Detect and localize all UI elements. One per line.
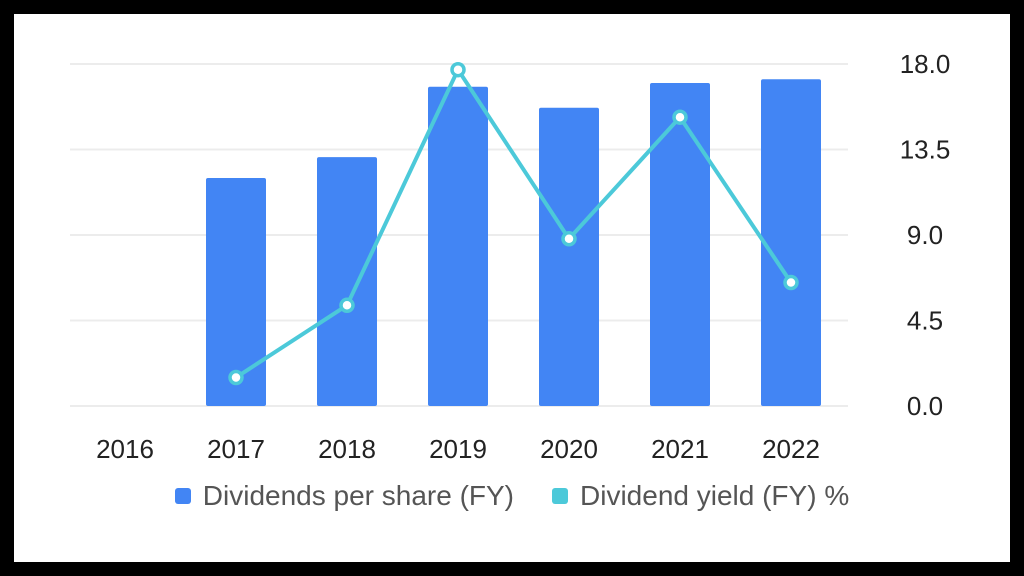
- bar[interactable]: [761, 79, 821, 406]
- legend-swatch-dividends: [174, 488, 191, 504]
- bar[interactable]: [206, 178, 266, 406]
- line-series: [228, 61, 799, 386]
- bar[interactable]: [317, 157, 377, 406]
- x-tick-label: 2018: [318, 434, 376, 464]
- y-tick-label: 0.0: [907, 391, 943, 421]
- yield-point[interactable]: [339, 297, 355, 314]
- yield-point[interactable]: [228, 369, 244, 386]
- bar-series: [206, 79, 821, 407]
- y-tick-label: 9.0: [907, 220, 943, 250]
- y-axis-ticks: 0.0 4.5 9.0 13.5 18.0: [900, 49, 951, 421]
- bar[interactable]: [539, 107, 599, 406]
- bar[interactable]: [650, 83, 710, 406]
- x-tick-label: 2019: [429, 434, 487, 464]
- y-tick-label: 13.5: [900, 135, 951, 165]
- bar[interactable]: [428, 86, 488, 407]
- x-tick-label: 2021: [651, 434, 709, 464]
- legend-label-yield: Dividend yield (FY) %: [580, 480, 850, 511]
- yield-point[interactable]: [561, 231, 577, 247]
- y-tick-label: 4.5: [907, 306, 943, 336]
- legend-item-dividends[interactable]: Dividends per share (FY): [174, 480, 515, 512]
- yield-line: [234, 67, 793, 380]
- x-axis-ticks: 2016 2017 2018 2019 2020 2021 2022: [96, 434, 820, 464]
- yield-point[interactable]: [672, 109, 688, 125]
- x-tick-label: 2022: [762, 434, 820, 464]
- yield-point[interactable]: [783, 274, 799, 291]
- chart-frame: [14, 14, 1010, 562]
- x-tick-label: 2016: [96, 434, 154, 464]
- legend-swatch-yield: [552, 488, 569, 504]
- y-tick-label: 18.0: [900, 49, 951, 79]
- legend-label-dividends: Dividends per share (FY): [202, 480, 515, 511]
- x-tick-label: 2017: [207, 434, 265, 464]
- legend: Dividends per share (FY) Dividend yield …: [0, 480, 1024, 512]
- legend-item-yield[interactable]: Dividend yield (FY) %: [552, 480, 849, 512]
- yield-point[interactable]: [450, 61, 466, 78]
- x-tick-label: 2020: [540, 434, 598, 464]
